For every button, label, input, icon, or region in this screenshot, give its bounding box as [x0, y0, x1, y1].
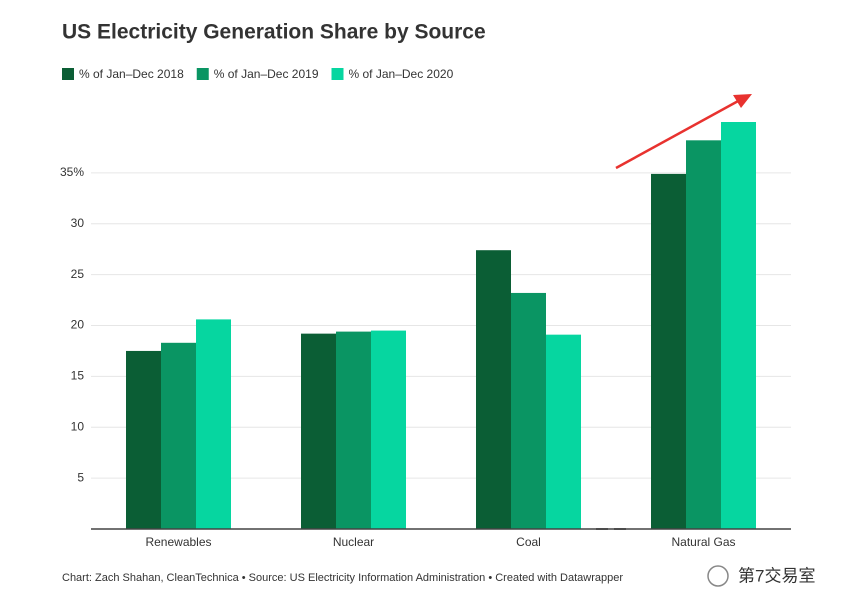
bar — [301, 333, 336, 529]
x-tick-label: Renewables — [145, 535, 211, 549]
y-tick-label: 20 — [71, 318, 85, 332]
bar — [196, 319, 231, 529]
watermark-icon — [707, 565, 729, 587]
y-tick-label: 10 — [71, 419, 85, 433]
arrow-head — [733, 94, 752, 108]
y-tick-label: 35% — [60, 165, 84, 179]
bar — [336, 331, 371, 529]
bar — [721, 122, 756, 529]
x-tick-label: Nuclear — [333, 535, 374, 549]
legend-label: % of Jan–Dec 2020 — [349, 67, 454, 81]
legend-swatch — [331, 68, 344, 80]
bar — [686, 140, 721, 529]
bar — [476, 250, 511, 529]
legend-swatch — [196, 68, 209, 80]
wechat-icon — [707, 565, 729, 587]
legend-swatch — [62, 68, 74, 80]
arrow-line — [615, 98, 741, 170]
bar — [161, 342, 196, 529]
bar — [371, 330, 406, 529]
legend-label: % of Jan–Dec 2019 — [214, 67, 319, 81]
chart-title: US Electricity Generation Share by Sourc… — [62, 21, 486, 44]
bar — [126, 350, 161, 529]
y-tick-label: 15 — [71, 369, 85, 383]
y-tick-label: 25 — [71, 267, 85, 281]
footer: Chart: Zach Shahan, CleanTechnica • Sour… — [62, 572, 623, 584]
bar — [651, 173, 686, 529]
y-tick-label: 30 — [71, 216, 85, 230]
x-tick-label: Coal — [516, 535, 541, 549]
bar — [511, 292, 546, 529]
y-tick-label: 5 — [77, 470, 84, 484]
watermark: 第7交易室 — [738, 566, 815, 585]
bar — [546, 334, 581, 529]
x-tick-label: Natural Gas — [671, 535, 735, 549]
legend-label: % of Jan–Dec 2018 — [79, 67, 184, 81]
annotation-arrow — [615, 94, 752, 170]
